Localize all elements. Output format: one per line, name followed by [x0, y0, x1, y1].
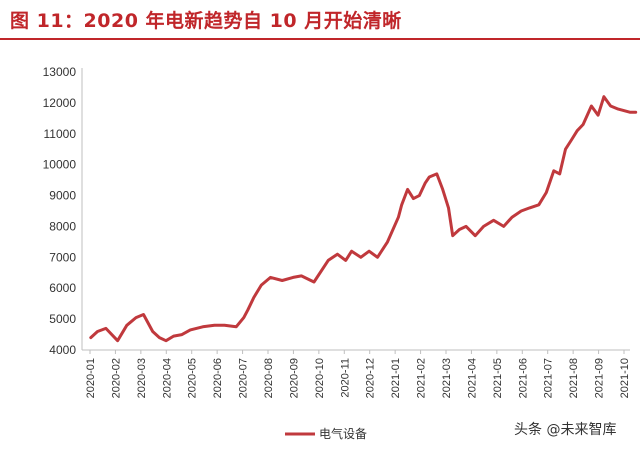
legend: 电气设备	[285, 426, 367, 441]
watermark: 头条 @未来智库	[514, 422, 617, 438]
x-tick-label: 2020-07	[238, 358, 250, 398]
y-tick-label: 6000	[49, 281, 76, 295]
x-tick-label: 2020-01	[85, 358, 97, 398]
x-tick-label: 2020-06	[212, 358, 224, 398]
x-tick-label: 2021-02	[416, 358, 428, 398]
y-tick-label: 13000	[43, 65, 77, 79]
y-tick-label: 5000	[49, 312, 76, 326]
y-tick-label: 4000	[49, 343, 76, 357]
x-tick-label: 2021-03	[441, 358, 453, 398]
x-tick-label: 2020-09	[288, 358, 300, 398]
y-tick-label: 10000	[43, 158, 77, 172]
y-tick-label: 11000	[44, 127, 77, 141]
y-tick-label: 9000	[49, 189, 76, 203]
x-tick-label: 2021-01	[390, 358, 402, 398]
y-tick-label: 8000	[49, 219, 76, 233]
x-tick-label: 2020-12	[365, 358, 377, 398]
title-divider	[0, 38, 640, 40]
x-tick-label: 2021-04	[466, 358, 478, 398]
x-tick-label: 2020-10	[314, 358, 326, 398]
x-tick-label: 2020-04	[161, 358, 173, 398]
y-tick-label: 7000	[49, 250, 76, 264]
x-tick-label: 2021-09	[594, 358, 606, 398]
x-tick-label: 2021-07	[543, 358, 555, 398]
x-tick-label: 2020-08	[263, 358, 275, 398]
x-tick-label: 2020-02	[110, 358, 122, 398]
y-tick-label: 12000	[43, 96, 77, 110]
page-title: 图 11：2020 年电新趋势自 10 月开始清晰	[10, 10, 402, 32]
legend-label: 电气设备	[319, 426, 367, 441]
x-tick-label: 2021-05	[492, 358, 504, 398]
x-tick-label: 2021-10	[619, 358, 631, 398]
series-layer	[89, 95, 638, 343]
x-tick-label: 2021-06	[517, 358, 529, 398]
x-tick-label: 2021-08	[568, 358, 580, 398]
x-tick-label: 2020-11	[339, 358, 351, 398]
x-axis: 2020-01 2020-02 2020-03 2020-04 2020-05 2020-…	[82, 349, 631, 398]
x-tick-label: 2020-05	[187, 358, 199, 398]
x-tick-label: 2020-03	[136, 358, 148, 398]
y-axis: 4000 5000 6000 7000 8000 9000 10000 11000 12000 1…	[43, 65, 83, 357]
series-line	[89, 95, 638, 343]
